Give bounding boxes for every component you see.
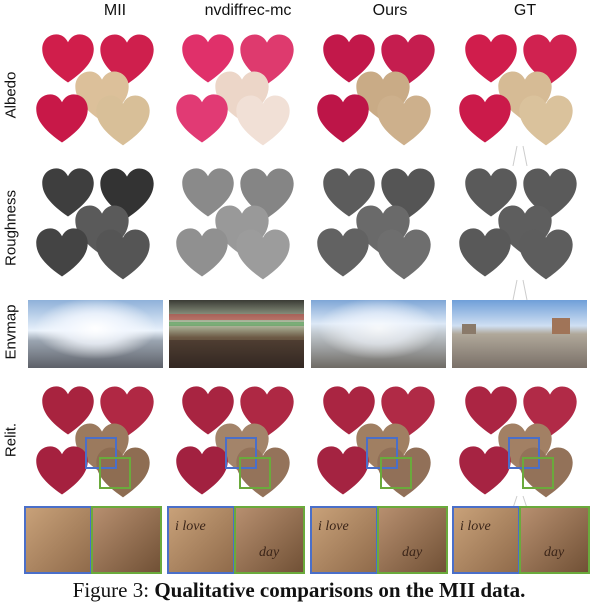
row-label-relit: Relit. [2, 422, 20, 458]
crop-text-right-3: day [544, 545, 565, 560]
roughness-gt-panel [459, 168, 577, 300]
crop-nvdiffrec-panel: i love day [167, 506, 305, 574]
albedo-ours-panel [317, 34, 435, 146]
roughness-ours-panel [317, 168, 435, 280]
column-header-nvdiffrec-mc: nvdiffrec-mc [204, 2, 292, 19]
albedo-mii-panel [36, 34, 154, 146]
caption-bold: Qualitative comparisons on the MII data. [154, 578, 526, 602]
relit-gt-panel [459, 386, 577, 508]
row-label-roughness: Roughness [2, 189, 20, 266]
caption-prefix: Figure 3: [72, 578, 150, 602]
roughness-nvdiffrec-panel [176, 168, 294, 280]
roughness-mii-panel [36, 168, 154, 280]
figure-caption: Figure 3: Qualitative comparisons on the… [0, 578, 598, 603]
envmap-mii-panel [28, 300, 163, 368]
crop-text-left-2: i love [318, 519, 349, 534]
envmap-ours-panel [311, 300, 446, 368]
crop-text-left-3: i love [460, 519, 491, 534]
row-label-envmap: Envmap [2, 304, 20, 360]
crop-text-right-1: day [259, 545, 280, 560]
column-header-mii: MII [103, 2, 127, 19]
row-label-albedo: Albedo [2, 71, 20, 119]
relit-ours-panel [317, 386, 435, 498]
albedo-nvdiffrec-panel [176, 34, 294, 146]
envmap-nvdiffrec-panel [169, 300, 304, 368]
relit-mii-panel [36, 386, 154, 498]
crop-ours-panel: i love day [310, 506, 448, 574]
crop-text-left-1: i love [175, 519, 206, 534]
column-header-ours: Ours [372, 2, 408, 19]
albedo-gt-panel [459, 34, 577, 166]
relit-nvdiffrec-panel [176, 386, 294, 498]
crop-mii-panel [24, 506, 162, 574]
crop-gt-panel: i love day [452, 506, 590, 574]
crop-text-right-2: day [402, 545, 423, 560]
column-header-gt: GT [513, 2, 537, 19]
envmap-gt-panel [452, 300, 587, 368]
